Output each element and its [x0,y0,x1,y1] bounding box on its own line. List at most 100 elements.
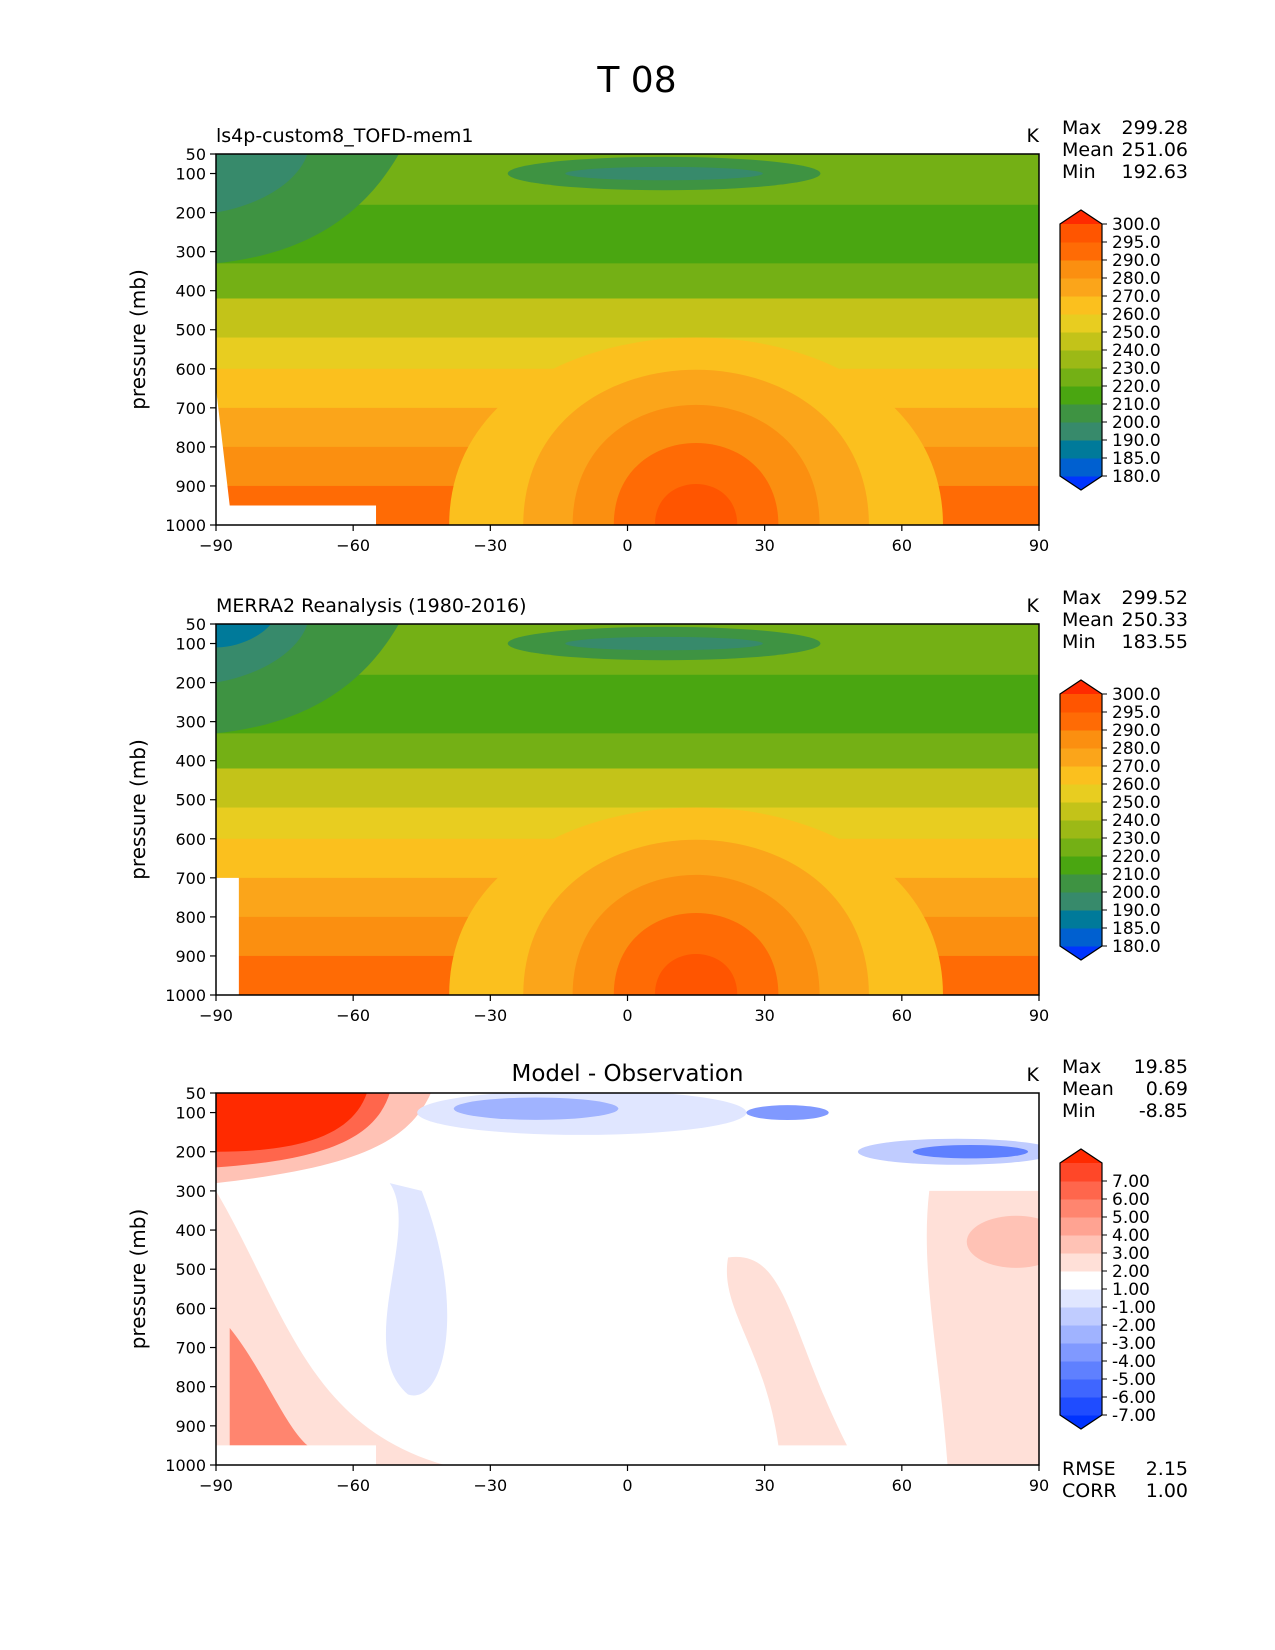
colorbar-band [1060,296,1102,315]
y-tick-label: 200 [175,204,206,223]
y-tick-label: 700 [175,869,206,888]
colorbar-tick-label: -4.00 [1112,1352,1156,1372]
colorbar-tick-label: 240.0 [1112,341,1161,361]
colorbar-tick-label: -1.00 [1112,1298,1156,1318]
y-tick-label: 1000 [165,986,206,1005]
y-axis-label: pressure (mb) [126,739,150,880]
colorbar-band [1060,1181,1102,1200]
colorbar-tick-label: 260.0 [1112,775,1161,795]
colorbar-band [1060,856,1102,875]
y-tick-label: 400 [175,752,206,771]
y-tick-label: 800 [175,438,206,457]
field-diff [216,1093,1039,1465]
colorbar-band [1060,1235,1102,1254]
y-tick-label: 400 [175,282,206,301]
colorbar-tick-label: 260.0 [1112,305,1161,325]
y-tick-label: 1000 [165,1456,206,1475]
stat-rmse-value: 2.15 [1146,1458,1188,1480]
colorbar-band [1060,1217,1102,1236]
colorbar-tick-label: 290.0 [1112,251,1161,271]
x-tick-label: −90 [199,536,233,555]
panel-title: ls4p-custom8_TOFD-mem1 [216,125,474,147]
x-tick-label: −90 [199,1476,233,1495]
y-tick-label: 600 [175,830,206,849]
colorbar-tick-label: -2.00 [1112,1316,1156,1336]
colorbar-band [1060,910,1102,929]
colorbar-tick-label: 240.0 [1112,811,1161,831]
x-tick-label: 30 [754,1006,774,1025]
y-tick-label: 50 [186,1084,206,1103]
x-tick-label: 90 [1029,1006,1049,1025]
colorbar-band [1060,1271,1102,1290]
colorbar-tick-label: 300.0 [1112,685,1161,705]
units-label: K [1027,125,1040,147]
y-tick-label: 100 [175,1104,206,1123]
x-tick-label: 60 [892,536,912,555]
colorbar-band [1060,838,1102,857]
y-tick-label: 500 [175,1260,206,1279]
y-tick-label: 600 [175,1299,206,1318]
colorbar-band [1060,1307,1102,1326]
stat-max-value: 299.52 [1122,587,1188,609]
colorbar-extend-min [1060,1415,1102,1429]
colorbar-tick-label: 2.00 [1112,1262,1150,1282]
stat-min-value: 192.63 [1122,161,1188,183]
stat-mean-label: Mean [1062,139,1114,161]
colorbar-band [1060,404,1102,423]
colorbar: 180.0185.0190.0200.0210.0220.0230.0240.0… [1059,679,1161,961]
colorbar-band [1060,224,1102,243]
y-tick-label: 500 [175,791,206,810]
colorbar-band [1060,892,1102,911]
colorbar-tick-label: 4.00 [1112,1226,1150,1246]
colorbar-tick-label: 250.0 [1112,793,1161,813]
colorbar-band [1060,712,1102,731]
colorbar-tick-label: -6.00 [1112,1388,1156,1408]
colorbar-tick-label: 210.0 [1112,865,1161,885]
colorbar-band [1060,766,1102,785]
stat-max-value: 299.28 [1122,117,1188,139]
y-tick-label: 100 [175,165,206,184]
colorbar-band [1060,1379,1102,1398]
colorbar-band [1060,730,1102,749]
x-tick-label: 60 [892,1006,912,1025]
colorbar-tick-label: 3.00 [1112,1244,1150,1264]
colorbar-band [1060,422,1102,441]
colorbar-band [1060,242,1102,261]
colorbar-tick-label: 1.00 [1112,1280,1150,1300]
colorbar-tick-label: 190.0 [1112,431,1161,451]
colorbar-extend-max [1060,680,1102,694]
x-tick-label: 90 [1029,536,1049,555]
y-tick-label: 1000 [165,516,206,535]
stat-rmse-label: RMSE [1062,1458,1116,1480]
y-tick-label: 800 [175,908,206,927]
x-tick-label: 30 [754,536,774,555]
colorbar-tick-label: 185.0 [1112,919,1161,939]
colorbar-tick-label: 220.0 [1112,847,1161,867]
stat-corr-label: CORR [1062,1480,1117,1502]
y-tick-label: 300 [175,713,206,732]
units-label: K [1027,1064,1040,1086]
x-tick-label: −30 [473,536,507,555]
colorbar-band [1060,1199,1102,1218]
colorbar-tick-label: 185.0 [1112,449,1161,469]
y-tick-label: 300 [175,1182,206,1201]
field-model [216,154,1039,525]
stat-mean-label: Mean [1062,1078,1114,1100]
stat-max-label: Max [1062,117,1101,139]
x-tick-label: 30 [754,1476,774,1495]
colorbar-extend-max [1060,1149,1102,1163]
x-tick-label: −60 [336,536,370,555]
stat-corr-value: 1.00 [1146,1480,1188,1502]
colorbar-tick-label: 220.0 [1112,377,1161,397]
x-tick-label: −90 [199,1006,233,1025]
colorbar-tick-label: 200.0 [1112,883,1161,903]
x-tick-label: −30 [473,1006,507,1025]
colorbar-band [1060,694,1102,713]
stat-max-value: 19.85 [1134,1056,1188,1078]
colorbar-band [1060,1163,1102,1182]
panel-title: Model - Observation [511,1061,743,1087]
colorbar-band [1060,1325,1102,1344]
